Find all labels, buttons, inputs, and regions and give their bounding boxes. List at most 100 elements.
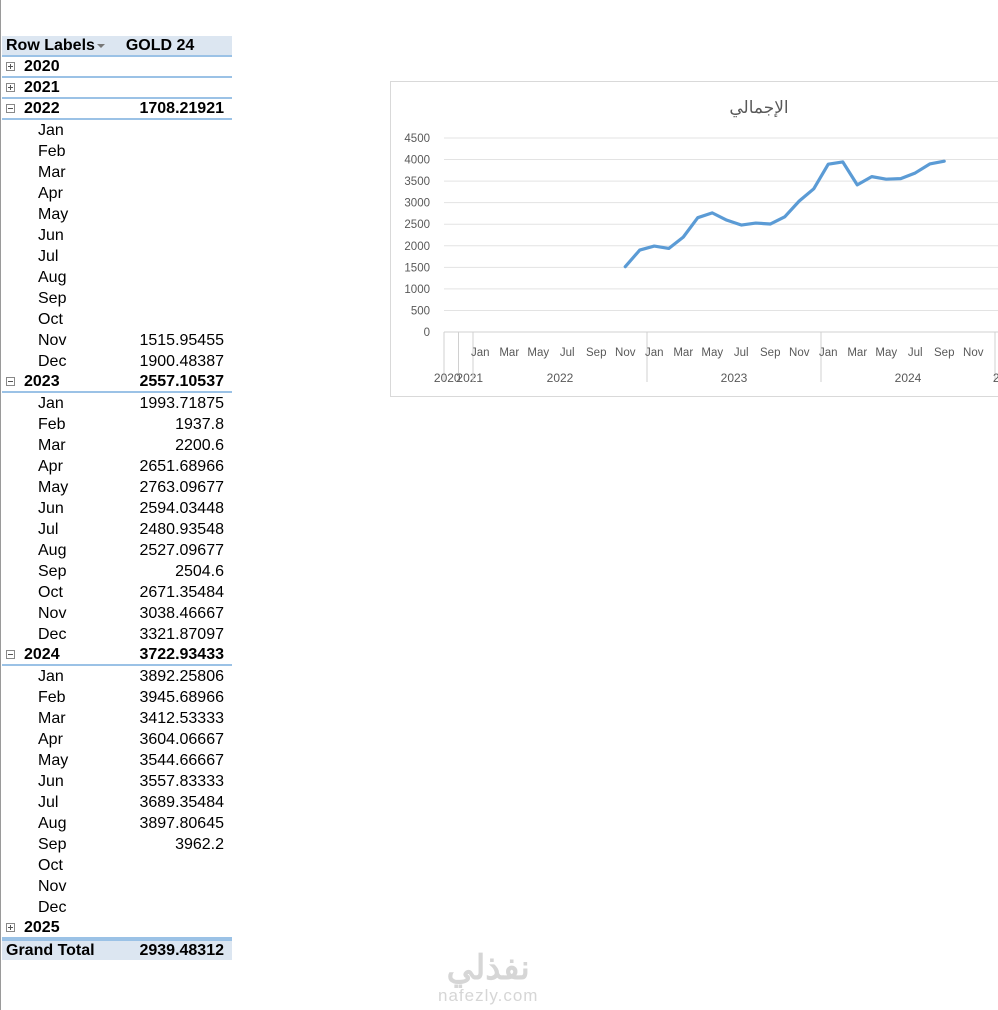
row-label: Apr bbox=[38, 457, 63, 475]
row-label: 2023 bbox=[24, 372, 60, 390]
row-label-cell: Apr bbox=[2, 731, 135, 749]
month-row: May 3544.66667 bbox=[2, 750, 232, 771]
month-row: Aug 2527.09677 bbox=[2, 540, 232, 561]
expand-icon[interactable] bbox=[6, 83, 15, 92]
row-label: Mar bbox=[38, 709, 66, 727]
y-tick-label: 1500 bbox=[404, 262, 430, 274]
year-row: 2021 bbox=[2, 78, 232, 99]
watermark-latin: nafezly.com bbox=[438, 986, 539, 1005]
row-label-cell: Nov bbox=[2, 332, 135, 350]
row-value: 3412.53333 bbox=[139, 709, 224, 727]
pivot-table: Row Labels GOLD 24 2020 2021 2022 1708.2192… bbox=[2, 36, 232, 960]
row-label: 2025 bbox=[24, 918, 60, 936]
y-tick-label: 4000 bbox=[404, 155, 430, 167]
month-axis-label: Mar bbox=[499, 347, 519, 359]
collapse-icon[interactable] bbox=[6, 650, 15, 659]
row-label: Jun bbox=[38, 772, 64, 790]
row-label-cell: Aug bbox=[2, 542, 135, 560]
month-row: Mar 2200.6 bbox=[2, 435, 232, 456]
row-label-cell: Feb bbox=[2, 416, 135, 434]
month-row: Apr 2651.68966 bbox=[2, 456, 232, 477]
row-value: 2651.68966 bbox=[139, 457, 224, 475]
row-value: 2671.35484 bbox=[139, 583, 224, 601]
month-axis-label: Jan bbox=[819, 347, 838, 359]
month-row: Aug 3897.80645 bbox=[2, 813, 232, 834]
row-label: Jan bbox=[38, 121, 64, 139]
month-row: Jul 3689.35484 bbox=[2, 792, 232, 813]
month-axis-label: May bbox=[875, 347, 897, 359]
year-axis-label: 2021 bbox=[456, 371, 483, 385]
expand-icon[interactable] bbox=[6, 923, 15, 932]
month-row: Nov 3038.46667 bbox=[2, 603, 232, 624]
collapse-icon[interactable] bbox=[6, 104, 15, 113]
month-row: Dec bbox=[2, 897, 232, 918]
row-label-cell: Nov bbox=[2, 605, 135, 623]
month-row: Jul bbox=[2, 246, 232, 267]
row-value: 2557.10537 bbox=[139, 372, 224, 390]
grand-total-row: Grand Total 2939.48312 bbox=[2, 939, 232, 960]
row-label-cell: Feb bbox=[2, 689, 135, 707]
line-chart[interactable]: الإجمالي 0 500 1000 1500 2000 2500 3000 3500 4000… bbox=[390, 81, 998, 397]
filter-dropdown-icon[interactable] bbox=[96, 43, 105, 48]
month-axis-label: Mar bbox=[847, 347, 867, 359]
row-label-cell: Mar bbox=[2, 437, 135, 455]
row-label: Jul bbox=[38, 247, 59, 265]
grand-total-value: 2939.48312 bbox=[139, 941, 224, 959]
year-row: 2024 3722.93433 bbox=[2, 645, 232, 666]
expand-icon[interactable] bbox=[6, 62, 15, 71]
row-label: Feb bbox=[38, 415, 66, 433]
row-label: Aug bbox=[38, 814, 67, 832]
month-row: Jan 1993.71875 bbox=[2, 393, 232, 414]
month-axis-label: Sep bbox=[934, 347, 954, 359]
year-axis-label: 2022 bbox=[547, 371, 574, 385]
month-row: Jun 3557.83333 bbox=[2, 771, 232, 792]
row-value: 3689.35484 bbox=[139, 793, 224, 811]
month-row: Sep bbox=[2, 288, 232, 309]
row-label: Aug bbox=[38, 268, 67, 286]
y-tick-label: 2000 bbox=[404, 241, 430, 253]
row-label-cell: Nov bbox=[2, 878, 135, 896]
row-labels-header[interactable]: Row Labels bbox=[6, 36, 95, 54]
row-label: Nov bbox=[38, 604, 67, 622]
row-label-cell: Jan bbox=[2, 122, 135, 140]
month-axis-label: Nov bbox=[615, 347, 636, 359]
row-value: 2594.03448 bbox=[139, 499, 224, 517]
row-label-cell: Jan bbox=[2, 395, 135, 413]
month-axis-label: Nov bbox=[963, 347, 984, 359]
row-label-cell: Jan bbox=[2, 668, 135, 686]
row-value: 2763.09677 bbox=[139, 478, 224, 496]
row-value: 1993.71875 bbox=[139, 394, 224, 412]
y-tick-label: 500 bbox=[411, 305, 430, 317]
row-label: Mar bbox=[38, 436, 66, 454]
row-label-cell: Aug bbox=[2, 269, 135, 287]
row-label: Jul bbox=[38, 793, 59, 811]
row-value: 2480.93548 bbox=[139, 520, 224, 538]
month-axis-label: May bbox=[527, 347, 549, 359]
row-label-cell: Jun bbox=[2, 773, 135, 791]
row-value: 3962.2 bbox=[175, 835, 224, 853]
gold-24-header[interactable]: GOLD 24 bbox=[125, 36, 195, 54]
row-label: Jul bbox=[38, 520, 59, 538]
row-label-cell: 2024 bbox=[2, 646, 118, 664]
row-label: Dec bbox=[38, 625, 67, 643]
row-label: Oct bbox=[38, 310, 63, 328]
month-axis-label: Sep bbox=[586, 347, 606, 359]
month-row: Apr 3604.06667 bbox=[2, 729, 232, 750]
row-label-cell: Oct bbox=[2, 311, 135, 329]
row-label: Jun bbox=[38, 226, 64, 244]
row-value: 3544.66667 bbox=[139, 751, 224, 769]
row-label-cell: Oct bbox=[2, 584, 135, 602]
row-label-cell: Apr bbox=[2, 458, 135, 476]
month-axis-label: Jul bbox=[908, 347, 923, 359]
row-label: Oct bbox=[38, 583, 63, 601]
sheet-edge bbox=[0, 0, 1, 1010]
row-label: Apr bbox=[38, 184, 63, 202]
month-row: Feb 1937.8 bbox=[2, 414, 232, 435]
row-label-cell: Feb bbox=[2, 143, 135, 161]
row-label: Sep bbox=[38, 562, 67, 580]
collapse-icon[interactable] bbox=[6, 377, 15, 386]
month-row: Oct bbox=[2, 855, 232, 876]
row-label-cell: Mar bbox=[2, 164, 135, 182]
row-label: 2022 bbox=[24, 99, 60, 117]
row-label-cell: Dec bbox=[2, 899, 135, 917]
